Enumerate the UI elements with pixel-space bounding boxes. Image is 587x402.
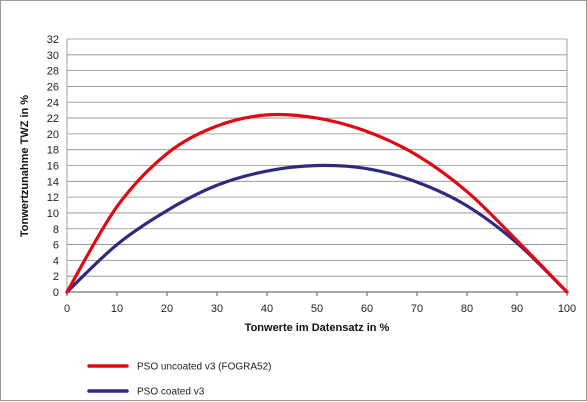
x-tick-label: 30 [211,303,223,315]
y-tick-label: 30 [47,50,59,62]
y-tick-label: 2 [53,271,59,283]
legend-label: PSO coated v3 [137,387,205,398]
y-tick-label: 0 [53,287,59,299]
y-axis-title: Tonwertzunahme TWZ in % [19,95,31,237]
y-tick-label: 22 [47,113,59,125]
series-lines [65,112,569,294]
series-line-pso-uncoated-v3-fogra52 [65,112,569,294]
x-tick-label: 50 [311,303,323,315]
x-tick-label: 40 [261,303,273,315]
y-tick-label: 8 [53,224,59,236]
y-tick-label: 14 [47,176,59,188]
x-tick-label: 10 [111,303,123,315]
y-tick-label: 28 [47,66,59,78]
y-tick-label: 20 [47,129,59,141]
y-tick-label: 18 [47,145,59,157]
x-tick-label: 0 [64,303,70,315]
legend-label: PSO uncoated v3 (FOGRA52) [137,362,272,373]
x-tick-labels: 0 10 20 30 40 50 60 70 80 90 100 [64,303,576,315]
series-line-pso-coated-v3 [65,163,569,294]
y-tick-label: 32 [47,34,59,46]
x-tick-label: 100 [558,303,576,315]
y-tick-label: 12 [47,192,59,204]
y-tick-label: 26 [47,81,59,93]
x-tick-label: 60 [361,303,373,315]
x-tick-label: 90 [511,303,523,315]
legend: PSO uncoated v3 (FOGRA52) PSO coated v3 [87,362,272,398]
y-tick-label: 10 [47,208,59,220]
y-tick-label: 24 [47,97,59,109]
x-tick-label: 80 [461,303,473,315]
y-tick-label: 6 [53,240,59,252]
x-tick-label: 20 [161,303,173,315]
x-tick-label: 70 [411,303,423,315]
x-axis-title: Tonwerte im Datensatz in % [245,322,390,334]
y-tick-label: 4 [53,255,59,267]
y-tick-label: 16 [47,161,59,173]
axes [66,39,568,296]
grid-lines [67,38,567,293]
